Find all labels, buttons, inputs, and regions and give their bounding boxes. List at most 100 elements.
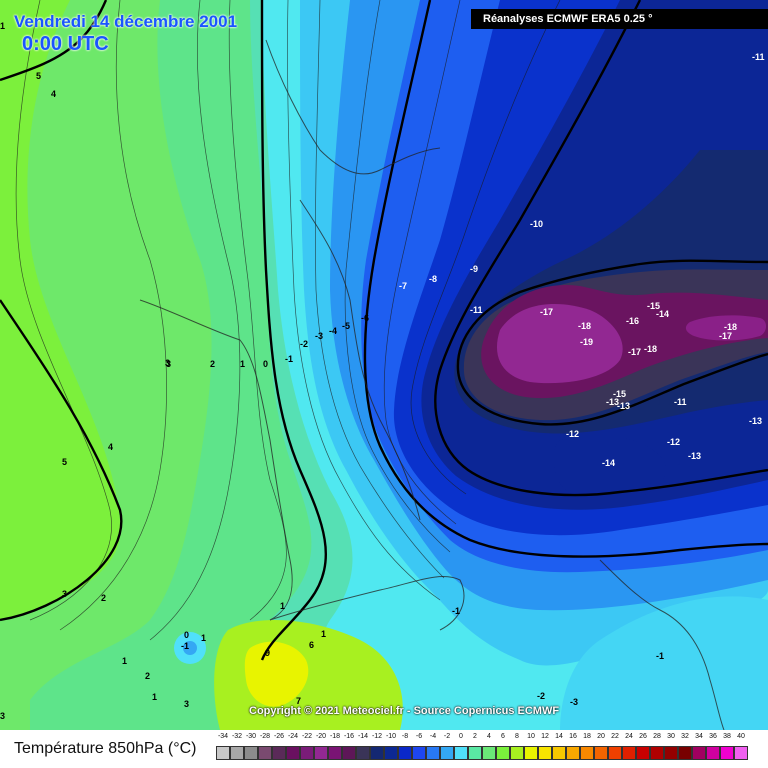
contour-label: -17 (628, 347, 641, 357)
legend-tick-label: 36 (709, 733, 717, 740)
legend-tick-label: 12 (541, 733, 549, 740)
coastline-east (599, 559, 725, 730)
legend-tick-label: -22 (301, 733, 313, 740)
contour-label: 7 (296, 696, 301, 706)
legend-tick-label: -12 (371, 733, 383, 740)
legend-title: Température 850hPa (°C) (14, 740, 197, 757)
contour-label: -14 (656, 309, 669, 319)
border-inland (299, 199, 421, 521)
isoline-west-five (0, 0, 108, 82)
band-cold-island-core (183, 641, 197, 655)
legend-swatch (398, 746, 412, 760)
legend-tick-label: -16 (343, 733, 355, 740)
legend-tick-label: -6 (415, 733, 423, 740)
legend-tick-label: -26 (273, 733, 285, 740)
legend-tick-label: 2 (473, 733, 477, 740)
contour-label: 1 (0, 21, 5, 31)
legend-tick-label: 28 (653, 733, 661, 740)
legend-swatch (510, 746, 524, 760)
legend-tick-label: -20 (315, 733, 327, 740)
legend-swatch (216, 746, 230, 760)
contour-label: -10 (530, 219, 543, 229)
contour-label: -12 (566, 429, 579, 439)
contour-label: 3 (166, 359, 171, 369)
legend-swatch (286, 746, 300, 760)
legend-swatch (622, 746, 636, 760)
legend-swatch (258, 746, 272, 760)
isoline (383, 0, 461, 525)
contour-label: -8 (429, 274, 437, 284)
band-se-cyan (560, 596, 768, 730)
contour-label: 3 (62, 589, 67, 599)
legend-tick-label: 0 (459, 733, 463, 740)
legend-tick-label: -2 (443, 733, 451, 740)
legend-swatch (328, 746, 342, 760)
legend-tick-label: -30 (245, 733, 257, 740)
contour-label: 2 (145, 671, 150, 681)
legend-swatch (734, 746, 748, 760)
isoline (59, 0, 167, 631)
legend-swatch (468, 746, 482, 760)
legend-swatch (720, 746, 734, 760)
contour-label: 0 (263, 359, 268, 369)
coastline-biscay (139, 299, 293, 621)
legend-swatch (664, 746, 678, 760)
contour-label: 9 (265, 648, 270, 658)
contour-label: -18 (578, 321, 591, 331)
contour-label: -17 (540, 307, 553, 317)
legend-scale: -34 -32 -30 -28 -26 -24 -22 -20 -18 -16 -14 -12 -10-… (216, 733, 748, 767)
legend-tick-label: 40 (737, 733, 745, 740)
isoline-west-three (0, 299, 123, 622)
contour-label: -4 (329, 326, 337, 336)
contour-label: 3 (184, 699, 189, 709)
legend-tick-label: -34 (217, 733, 229, 740)
map-time: 0:00 UTC (22, 33, 109, 55)
legend-tick-label: -4 (429, 733, 437, 740)
contour-label: 3 (165, 358, 170, 368)
legend-tick-label: 16 (569, 733, 577, 740)
isoline (315, 0, 445, 579)
legend-swatch (496, 746, 510, 760)
contour-label: -1 (452, 606, 460, 616)
contour-label: -1 (656, 651, 664, 661)
legend-tick-label: -24 (287, 733, 299, 740)
legend-tick-label: 22 (611, 733, 619, 740)
legend-tick-label: 14 (555, 733, 563, 740)
isoline (344, 0, 451, 553)
temperature-map-canvas: 5 4 3 2 1 0 -1 -2 -3 -4 -5 -6 -7 -8 -9 -… (0, 0, 768, 730)
legend-swatch (412, 746, 426, 760)
contour-label: 1 (321, 629, 326, 639)
contour-label: 4 (108, 442, 113, 452)
contour-label: 1 (201, 633, 206, 643)
contour-label: 2 (101, 593, 106, 603)
contour-label: -3 (315, 331, 323, 341)
band-purple-core (496, 304, 623, 384)
legend-swatch (538, 746, 552, 760)
contour-label: 1 (152, 692, 157, 702)
legend-swatch (440, 746, 454, 760)
contour-label: 5 (62, 457, 67, 467)
isoline-minus-ten (363, 0, 768, 558)
legend-tick-label: 30 (667, 733, 675, 740)
legend-swatch (566, 746, 580, 760)
legend-tick-label: 18 (583, 733, 591, 740)
isoline (287, 0, 441, 601)
isoline-minus-twelve (434, 0, 768, 497)
legend-tick-label: -8 (401, 733, 409, 740)
contour-label: -11 (752, 52, 765, 62)
isolines (15, 0, 561, 641)
legend-tick-label: 32 (681, 733, 689, 740)
isoline (15, 0, 112, 621)
legend-swatch (356, 746, 370, 760)
contour-label: -18 (644, 344, 657, 354)
legend-swatch (342, 746, 356, 760)
legend-swatch (636, 746, 650, 760)
contour-label: 1 (122, 656, 127, 666)
contour-label: -15 (613, 389, 626, 399)
legend-swatch (678, 746, 692, 760)
contour-label: -13 (617, 401, 630, 411)
legend-swatch (706, 746, 720, 760)
legend-tick-label: -10 (385, 733, 397, 740)
contour-label: -11 (470, 305, 483, 315)
contour-label: -12 (667, 437, 680, 447)
